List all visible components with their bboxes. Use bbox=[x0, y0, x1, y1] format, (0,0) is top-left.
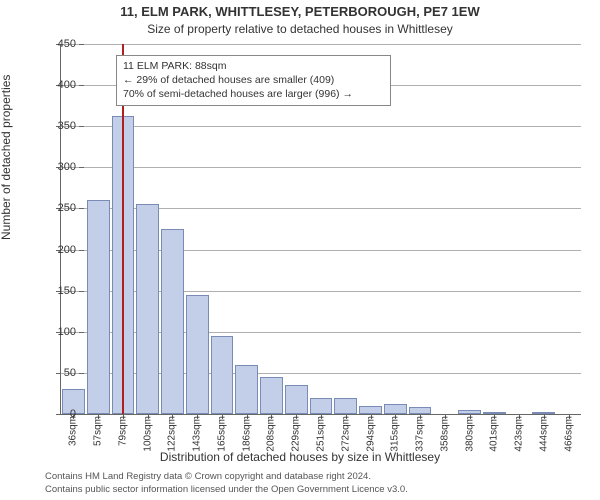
ytick-label: 250 bbox=[44, 202, 76, 214]
annotation-line: 11 ELM PARK: 88sqm bbox=[123, 59, 384, 73]
attribution: Contains HM Land Registry data © Crown c… bbox=[45, 471, 590, 496]
bar bbox=[260, 377, 283, 414]
chart-container: 11, ELM PARK, WHITTLESEY, PETERBOROUGH, … bbox=[0, 0, 600, 500]
xtick-label: 315sqm bbox=[390, 416, 401, 452]
xtick-label: 122sqm bbox=[167, 416, 178, 452]
xtick-label: 165sqm bbox=[216, 416, 227, 452]
xtick-label: 272sqm bbox=[340, 416, 351, 452]
ytick-label: 150 bbox=[44, 285, 76, 297]
annotation-line: ← 29% of detached houses are smaller (40… bbox=[123, 73, 384, 87]
xtick-label: 444sqm bbox=[538, 416, 549, 452]
xtick-label: 143sqm bbox=[192, 416, 203, 452]
xtick-label: 186sqm bbox=[241, 416, 252, 452]
x-axis-label: Distribution of detached houses by size … bbox=[0, 450, 600, 464]
annotation-line: 70% of semi-detached houses are larger (… bbox=[123, 87, 384, 101]
ytick-label: 400 bbox=[44, 79, 76, 91]
grid-line bbox=[61, 44, 581, 45]
xtick-label: 423sqm bbox=[514, 416, 525, 452]
annotation-box: 11 ELM PARK: 88sqm ← 29% of detached hou… bbox=[116, 55, 391, 106]
xtick-label: 36sqm bbox=[68, 416, 79, 446]
ytick-label: 100 bbox=[44, 326, 76, 338]
xtick-label: 251sqm bbox=[316, 416, 327, 452]
bar bbox=[359, 406, 382, 414]
ytick-label: 450 bbox=[44, 38, 76, 50]
ytick-label: 350 bbox=[44, 120, 76, 132]
xtick-label: 79sqm bbox=[117, 416, 128, 446]
bar bbox=[310, 398, 333, 414]
plot-area: 36sqm57sqm79sqm100sqm122sqm143sqm165sqm1… bbox=[60, 44, 581, 415]
bar bbox=[235, 365, 258, 414]
xtick-label: 57sqm bbox=[93, 416, 104, 446]
ytick-label: 300 bbox=[44, 161, 76, 173]
chart-title: 11, ELM PARK, WHITTLESEY, PETERBOROUGH, … bbox=[0, 4, 600, 19]
bar bbox=[285, 385, 308, 414]
bar bbox=[136, 204, 159, 414]
grid-line bbox=[61, 126, 581, 127]
bar bbox=[87, 200, 110, 414]
ytick-label: 0 bbox=[44, 408, 76, 420]
xtick-label: 466sqm bbox=[563, 416, 574, 452]
ytick-label: 50 bbox=[44, 367, 76, 379]
xtick-label: 229sqm bbox=[291, 416, 302, 452]
xtick-label: 380sqm bbox=[464, 416, 475, 452]
chart-subtitle: Size of property relative to detached ho… bbox=[0, 22, 600, 36]
ytick-label: 200 bbox=[44, 244, 76, 256]
bar bbox=[384, 404, 407, 414]
xtick-label: 358sqm bbox=[439, 416, 450, 452]
y-axis-label: Number of detached properties bbox=[0, 75, 13, 240]
bar bbox=[211, 336, 234, 414]
xtick-label: 337sqm bbox=[415, 416, 426, 452]
bar bbox=[161, 229, 184, 414]
xtick-label: 401sqm bbox=[489, 416, 500, 452]
attribution-line: Contains public sector information licen… bbox=[45, 484, 590, 496]
grid-line bbox=[61, 167, 581, 168]
bar bbox=[334, 398, 357, 414]
xtick-label: 208sqm bbox=[266, 416, 277, 452]
attribution-line: Contains HM Land Registry data © Crown c… bbox=[45, 471, 590, 483]
xtick-label: 100sqm bbox=[142, 416, 153, 452]
bar bbox=[186, 295, 209, 414]
xtick-label: 294sqm bbox=[365, 416, 376, 452]
